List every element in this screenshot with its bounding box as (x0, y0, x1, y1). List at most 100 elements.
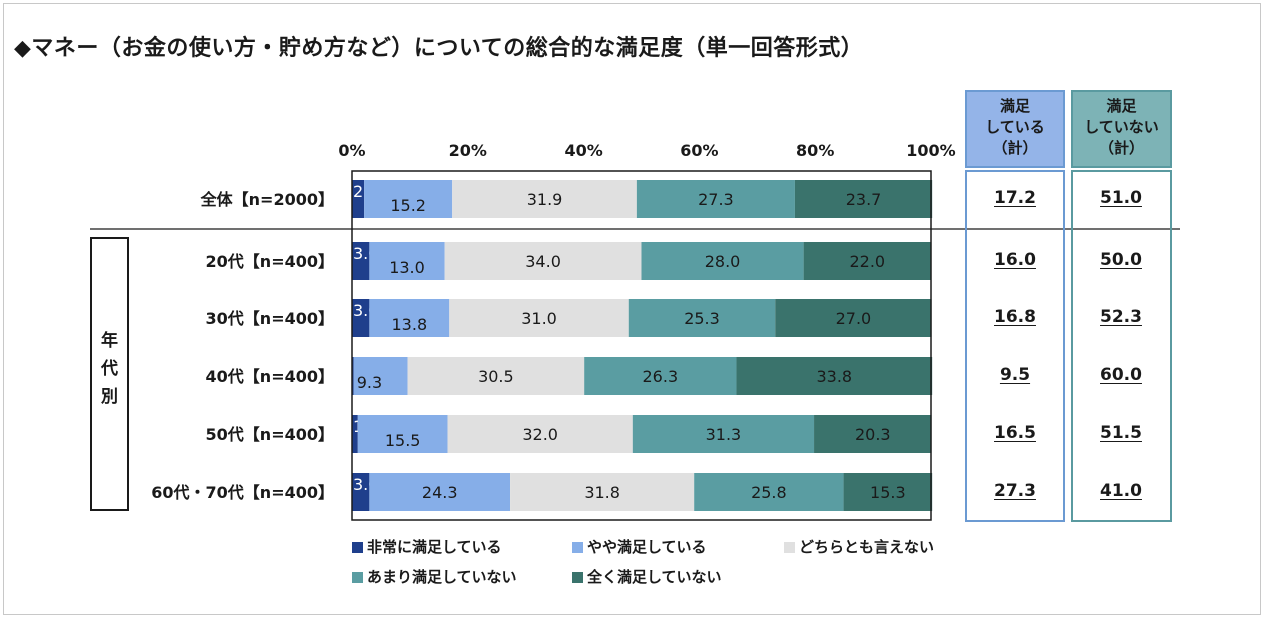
category-label: 20代【n=400】 (206, 252, 334, 271)
x-tick-label: 0% (338, 141, 365, 160)
legend-label: あまり満足していない (367, 568, 517, 586)
data-label: 15.3 (870, 483, 906, 502)
data-label: 24.3 (422, 483, 458, 502)
age-group-bracket: 年代別 (90, 237, 129, 511)
legend-label: 非常に満足している (367, 538, 502, 556)
figure-frame (3, 3, 1261, 615)
bar-segment (775, 299, 932, 337)
satisfied-total-value: 16.0 (994, 250, 1036, 270)
data-label: 13.8 (392, 315, 428, 334)
chart-title: ◆マネー（お金の使い方・貯め方など）についての総合的な満足度（単一回答形式） (14, 36, 864, 61)
bar-segment (352, 415, 358, 453)
data-label: 27.0 (836, 309, 872, 328)
legend-item: やや満足している (572, 536, 707, 557)
legend-item: あまり満足していない (352, 566, 517, 587)
data-label: 31.0 (521, 309, 557, 328)
data-label: 15.5 (385, 431, 421, 450)
satisfied-total-value: 16.8 (994, 307, 1036, 327)
x-tick-label: 40% (564, 141, 602, 160)
dissatisfied-total-value: 60.0 (1100, 365, 1142, 385)
age-group-char: 年 (101, 331, 118, 351)
category-label: 40代【n=400】 (206, 367, 334, 386)
data-label: 31.8 (584, 483, 620, 502)
bar-segment (369, 473, 511, 511)
bar-segment (407, 357, 585, 395)
data-label: 27.3 (698, 190, 734, 209)
category-label: 50代【n=400】 (206, 425, 334, 444)
satisfied-total-value: 16.5 (994, 423, 1036, 443)
data-label: 9.3 (357, 373, 382, 392)
dissatisfied-header-line2: していない (1084, 118, 1159, 136)
data-label: 22.0 (849, 252, 885, 271)
age-group-label: 年代別 (92, 327, 127, 411)
bar-segment (369, 242, 445, 280)
legend-item: 全く満足していない (572, 566, 722, 587)
category-label: 30代【n=400】 (206, 309, 334, 328)
bar-segment (352, 357, 354, 395)
data-label: 26.3 (643, 367, 679, 386)
dissatisfied-header-line1: 満足 (1106, 97, 1137, 115)
dissatisfied-total-column (1071, 170, 1172, 522)
legend-swatch (352, 542, 363, 553)
bar-segment (364, 180, 453, 218)
data-label: 31.9 (527, 190, 563, 209)
bar-segment (814, 415, 932, 453)
bar-segment (352, 299, 370, 337)
satisfied-header-line3: （計） (992, 139, 1038, 157)
bar-segment (510, 473, 695, 511)
data-label: 32.0 (522, 425, 558, 444)
legend-swatch (784, 542, 795, 553)
x-tick-label: 60% (680, 141, 718, 160)
x-tick-label: 80% (796, 141, 834, 160)
data-label: 23.7 (846, 190, 882, 209)
legend-item: どちらとも言えない (784, 536, 934, 557)
satisfied-total-value: 9.5 (999, 365, 1031, 385)
legend-label: どちらとも言えない (799, 538, 935, 556)
dissatisfied-total-header: 満足 していない （計） (1071, 90, 1172, 168)
data-label: 15.2 (390, 196, 426, 215)
plot-area-border (351, 170, 932, 521)
bar-segment (636, 180, 795, 218)
data-label: 34.0 (525, 252, 561, 271)
bar-segment (584, 357, 737, 395)
satisfied-total-header: 満足 している （計） (965, 90, 1065, 168)
bar-segment (353, 357, 408, 395)
legend-label: やや満足している (587, 538, 707, 556)
dissatisfied-total-value: 52.3 (1100, 307, 1142, 327)
bar-segment (447, 415, 633, 453)
category-label: 全体【n=2000】 (200, 190, 334, 209)
bar-segment (369, 299, 450, 337)
bar-segment (352, 242, 370, 280)
age-group-char: 代 (101, 359, 118, 379)
dissatisfied-header-line3: （計） (1098, 139, 1144, 157)
legend-item: 非常に満足している (352, 536, 502, 557)
bar-segment (628, 299, 776, 337)
data-label: 30.5 (478, 367, 514, 386)
bar-segment (694, 473, 844, 511)
legend-swatch (572, 542, 583, 553)
data-label: 25.3 (684, 309, 720, 328)
dissatisfied-total-value: 51.5 (1100, 423, 1142, 443)
legend-swatch (352, 572, 363, 583)
bar-segment (452, 180, 637, 218)
category-label: 60代・70代【n=400】 (151, 483, 334, 502)
bar-segment (444, 242, 642, 280)
bar-segment (632, 415, 815, 453)
bar-segment (736, 357, 933, 395)
bar-segment (357, 415, 448, 453)
data-label: 33.8 (816, 367, 852, 386)
dissatisfied-total-value: 50.0 (1100, 250, 1142, 270)
dissatisfied-total-value: 51.0 (1100, 188, 1142, 208)
data-label: 25.8 (751, 483, 787, 502)
bar-segment (641, 242, 804, 280)
satisfied-total-value: 27.3 (994, 481, 1036, 501)
satisfied-total-column (965, 170, 1065, 522)
bar-segment (352, 180, 365, 218)
data-label: 28.0 (705, 252, 741, 271)
satisfied-header-line2: している (985, 118, 1045, 136)
satisfied-total-value: 17.2 (994, 188, 1036, 208)
data-label: 20.3 (855, 425, 891, 444)
satisfied-header-line1: 満足 (999, 97, 1030, 115)
x-tick-label: 20% (449, 141, 487, 160)
